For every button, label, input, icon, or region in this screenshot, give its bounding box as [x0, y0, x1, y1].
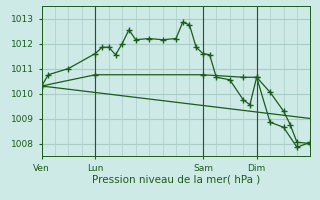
X-axis label: Pression niveau de la mer( hPa ): Pression niveau de la mer( hPa ) [92, 174, 260, 184]
